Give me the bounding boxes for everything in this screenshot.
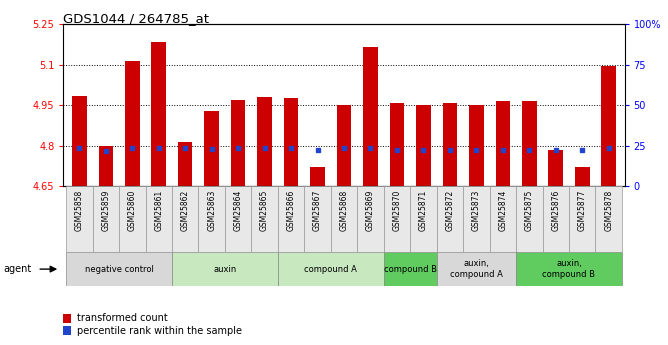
Bar [99,146,113,186]
Text: GSM25869: GSM25869 [366,189,375,231]
Text: GSM25865: GSM25865 [260,189,269,231]
Text: GSM25871: GSM25871 [419,189,428,231]
Bar [225,186,251,252]
Bar [278,186,305,252]
Text: GSM25861: GSM25861 [154,189,163,231]
Text: agent: agent [3,264,31,274]
Text: GSM25874: GSM25874 [498,189,507,231]
Bar [178,142,192,186]
Text: GSM25858: GSM25858 [75,189,84,231]
Bar [66,186,93,252]
Bar [198,186,225,252]
Bar [257,97,272,186]
Bar [337,105,351,186]
Bar [204,111,219,186]
Bar [389,102,404,186]
Bar [331,186,357,252]
Bar [595,186,622,252]
Bar [310,167,325,186]
Text: GSM25876: GSM25876 [551,189,560,231]
Bar [516,252,622,286]
Bar [437,252,516,286]
Bar [496,101,510,186]
Bar [437,186,463,252]
Bar [522,101,536,186]
Bar [575,167,590,186]
Bar [278,252,383,286]
Text: GSM25866: GSM25866 [287,189,295,231]
Text: GSM25863: GSM25863 [207,189,216,231]
Bar [72,96,87,186]
Text: auxin,
compound A: auxin, compound A [450,259,503,279]
Bar [146,186,172,252]
Bar [125,61,140,186]
Bar [490,186,516,252]
Bar [463,186,490,252]
Bar [443,102,457,186]
Text: GSM25862: GSM25862 [181,189,190,231]
Text: GSM25873: GSM25873 [472,189,481,231]
Bar [601,66,616,186]
Text: negative control: negative control [85,265,154,274]
Bar [93,186,119,252]
Text: GSM25867: GSM25867 [313,189,322,231]
Bar [119,186,146,252]
Bar [363,47,378,186]
Bar [383,252,437,286]
Text: compound B: compound B [383,265,437,274]
Bar [383,186,410,252]
Text: GSM25872: GSM25872 [446,189,454,231]
Text: transformed count: transformed count [77,314,168,323]
Text: GSM25868: GSM25868 [339,189,349,231]
Bar [410,186,437,252]
Text: percentile rank within the sample: percentile rank within the sample [77,326,242,335]
Bar [548,150,563,186]
Text: GSM25860: GSM25860 [128,189,137,231]
Bar [231,100,245,186]
Text: GSM25877: GSM25877 [578,189,587,231]
Text: compound A: compound A [305,265,357,274]
Bar [172,252,278,286]
Text: GSM25878: GSM25878 [604,189,613,231]
Text: auxin: auxin [213,265,236,274]
Text: auxin,
compound B: auxin, compound B [542,259,595,279]
Bar [305,186,331,252]
Text: GSM25859: GSM25859 [102,189,110,231]
Bar [284,98,299,186]
Text: GSM25870: GSM25870 [393,189,401,231]
Text: GDS1044 / 264785_at: GDS1044 / 264785_at [63,12,210,25]
Bar [569,186,595,252]
Bar [251,186,278,252]
Bar [416,105,431,186]
Bar [172,186,198,252]
Bar [516,186,542,252]
Bar [66,252,172,286]
Bar [542,186,569,252]
Bar [357,186,383,252]
Bar [152,42,166,186]
Text: GSM25864: GSM25864 [234,189,242,231]
Text: GSM25875: GSM25875 [525,189,534,231]
Bar [469,105,484,186]
